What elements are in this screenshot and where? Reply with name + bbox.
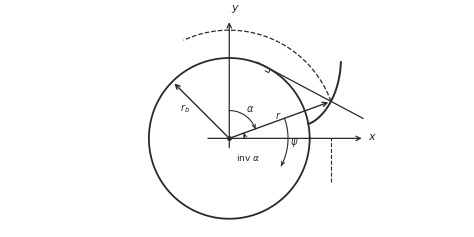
Text: $r$: $r$	[275, 110, 282, 121]
Text: $x$: $x$	[368, 132, 376, 142]
Text: inv $\alpha$: inv $\alpha$	[236, 152, 260, 163]
Text: $\psi$: $\psi$	[290, 137, 298, 149]
Text: $\alpha$: $\alpha$	[246, 104, 254, 114]
Text: $y$: $y$	[231, 4, 240, 15]
Text: $r_b$: $r_b$	[180, 102, 190, 115]
